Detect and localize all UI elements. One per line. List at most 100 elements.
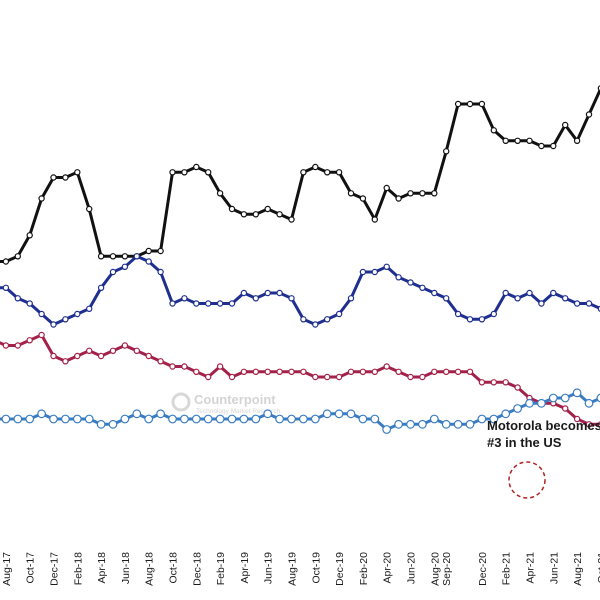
data-point [13, 414, 23, 424]
data-point [109, 253, 117, 260]
series-0 [0, 85, 600, 265]
data-point [501, 409, 511, 419]
data-point [394, 419, 404, 429]
x-tick-label: Aug-21 [572, 552, 584, 586]
data-point [181, 295, 188, 302]
data-point [216, 190, 224, 197]
data-point [596, 393, 600, 403]
data-point [573, 137, 581, 144]
data-point [145, 352, 152, 360]
data-point [300, 316, 307, 323]
x-tick-label: Oct-18 [168, 552, 180, 584]
data-point [2, 284, 10, 291]
data-point [240, 211, 248, 218]
data-point [407, 279, 414, 286]
data-point [431, 289, 438, 297]
data-point [513, 404, 522, 413]
data-point [538, 300, 545, 307]
data-point [383, 363, 390, 370]
data-point [156, 409, 166, 419]
x-tick-label: Dec-17 [49, 552, 61, 586]
x-tick-label: Apr-19 [239, 552, 251, 584]
data-point [419, 190, 426, 197]
data-point [514, 295, 521, 302]
data-point [300, 169, 307, 176]
data-point [191, 414, 201, 424]
data-point [550, 289, 557, 297]
data-point [395, 368, 402, 375]
data-point [525, 398, 534, 408]
data-point [346, 409, 356, 419]
x-tick-label: Aug-18 [144, 552, 156, 586]
data-point [97, 253, 105, 260]
x-tick-label: Jun-21 [548, 552, 560, 584]
data-point [526, 137, 533, 144]
data-point [514, 384, 521, 391]
data-point [560, 393, 570, 403]
data-point [204, 373, 212, 381]
data-point [324, 373, 331, 381]
data-point [1, 414, 11, 424]
data-point [109, 347, 117, 354]
data-point [312, 163, 319, 171]
data-point [453, 419, 463, 429]
x-tick-label: Apr-21 [525, 552, 537, 584]
data-point [121, 342, 129, 349]
data-point [14, 295, 21, 302]
data-point [300, 368, 307, 375]
data-point [252, 211, 259, 218]
data-point [299, 414, 308, 424]
data-point [26, 337, 33, 344]
data-point [548, 393, 558, 403]
x-tick-label: Apr-20 [382, 552, 394, 584]
data-point [251, 414, 261, 424]
data-point [454, 100, 462, 108]
x-tick-label: Dec-18 [191, 552, 203, 586]
data-point [537, 398, 546, 408]
data-point [335, 373, 343, 381]
watermark-text: Counterpoint [194, 392, 276, 407]
x-tick-label: Feb-19 [215, 552, 227, 585]
data-point [490, 310, 497, 318]
data-point [585, 111, 593, 118]
data-point [335, 310, 343, 318]
data-point [585, 300, 593, 307]
data-point [62, 174, 69, 181]
data-point [25, 414, 35, 424]
data-point [431, 368, 438, 375]
data-point [169, 300, 176, 307]
data-point [193, 163, 200, 171]
data-point [419, 284, 426, 291]
data-point [2, 258, 10, 265]
data-point [263, 409, 273, 419]
data-point [97, 284, 105, 291]
data-point [168, 414, 177, 424]
x-tick-label: Jun-19 [263, 552, 275, 584]
data-point [85, 205, 93, 213]
data-point [562, 405, 569, 412]
data-point [193, 368, 200, 375]
data-point [144, 414, 154, 424]
data-point [26, 232, 33, 239]
data-point [84, 414, 94, 424]
data-point [322, 409, 332, 419]
annotation-line-2: #3 in the US [487, 435, 562, 450]
data-point [181, 363, 188, 370]
data-point [275, 414, 285, 424]
data-point [502, 289, 509, 297]
data-point [454, 368, 462, 375]
data-point [62, 316, 69, 323]
data-point [264, 289, 271, 297]
data-point [203, 414, 213, 424]
data-point [584, 398, 594, 408]
data-point [502, 137, 509, 144]
data-point [382, 425, 392, 434]
data-point [335, 169, 343, 176]
data-point [121, 263, 129, 270]
data-point [240, 289, 248, 297]
data-point [240, 368, 248, 375]
data-point [312, 321, 319, 328]
data-point [429, 414, 439, 424]
data-point [490, 379, 497, 386]
